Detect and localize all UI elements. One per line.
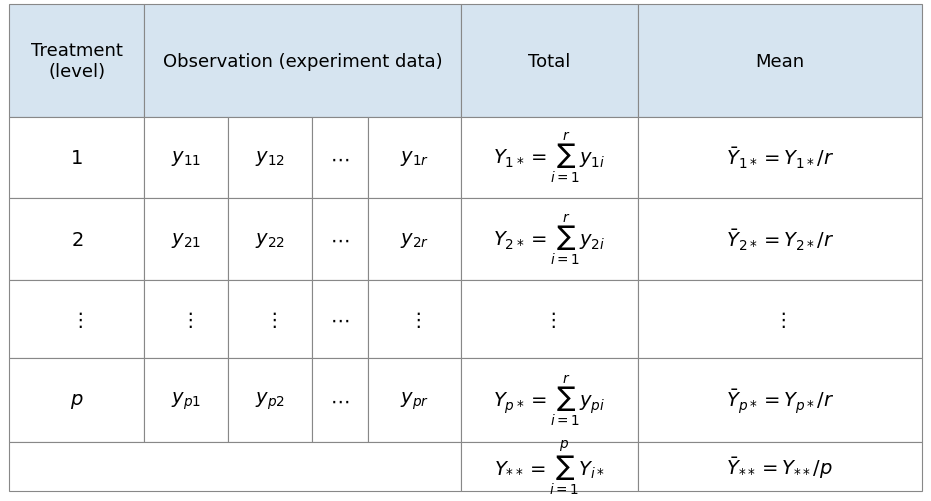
Text: $Y_{**}=\sum_{i=1}^{p}Y_{i*}$: $Y_{**}=\sum_{i=1}^{p}Y_{i*}$ <box>493 438 605 495</box>
Bar <box>368 199 461 280</box>
Text: $\vdots$: $\vdots$ <box>774 310 786 329</box>
Text: $\vdots$: $\vdots$ <box>263 310 277 329</box>
Bar <box>144 359 228 442</box>
Bar <box>228 280 312 359</box>
Bar <box>9 118 144 199</box>
Text: $Y_{2*}=\sum_{i=1}^{r}y_{2i}$: $Y_{2*}=\sum_{i=1}^{r}y_{2i}$ <box>493 212 605 267</box>
Text: $p$: $p$ <box>70 391 84 410</box>
Bar <box>368 359 461 442</box>
Text: $\vdots$: $\vdots$ <box>180 310 193 329</box>
Text: $\bar{Y}_{2*}=Y_{2*}/r$: $\bar{Y}_{2*}=Y_{2*}/r$ <box>725 227 834 252</box>
Text: $y_{2r}$: $y_{2r}$ <box>399 230 429 249</box>
Bar <box>638 359 922 442</box>
Bar <box>228 199 312 280</box>
Bar <box>144 199 228 280</box>
Bar <box>9 442 461 491</box>
Text: $y_{1r}$: $y_{1r}$ <box>399 149 429 168</box>
Text: $y_{12}$: $y_{12}$ <box>255 149 285 168</box>
Text: $\cdots$: $\cdots$ <box>331 310 349 329</box>
Text: $\vdots$: $\vdots$ <box>71 310 83 329</box>
Text: Total: Total <box>528 53 571 71</box>
Text: $\cdots$: $\cdots$ <box>331 149 349 168</box>
Text: $\vdots$: $\vdots$ <box>408 310 421 329</box>
Bar <box>312 280 368 359</box>
Bar <box>9 359 144 442</box>
Bar <box>312 118 368 199</box>
Bar <box>144 280 228 359</box>
Bar <box>461 442 638 491</box>
Text: Treatment
(level): Treatment (level) <box>31 42 123 81</box>
Bar <box>312 359 368 442</box>
Text: $\cdots$: $\cdots$ <box>331 230 349 249</box>
Bar <box>638 280 922 359</box>
Bar <box>368 118 461 199</box>
Bar <box>368 280 461 359</box>
Bar <box>9 199 144 280</box>
Text: $y_{22}$: $y_{22}$ <box>255 230 285 249</box>
Bar <box>461 118 638 199</box>
Bar <box>638 442 922 491</box>
Bar <box>9 5 144 118</box>
Text: $y_{pr}$: $y_{pr}$ <box>399 390 429 411</box>
Bar <box>638 118 922 199</box>
Text: $\bar{Y}_{p*}=Y_{p*}/r$: $\bar{Y}_{p*}=Y_{p*}/r$ <box>725 386 834 415</box>
Bar <box>461 5 638 118</box>
Text: Observation (experiment data): Observation (experiment data) <box>163 53 442 71</box>
Text: $\cdots$: $\cdots$ <box>331 391 349 410</box>
Text: Mean: Mean <box>755 53 804 71</box>
Text: $1$: $1$ <box>71 149 83 168</box>
Bar <box>638 5 922 118</box>
Text: $y_{p1}$: $y_{p1}$ <box>171 390 201 411</box>
Bar <box>461 199 638 280</box>
Text: $2$: $2$ <box>71 230 83 249</box>
Bar <box>144 118 228 199</box>
Text: $Y_{1*}=\sum_{i=1}^{r}y_{1i}$: $Y_{1*}=\sum_{i=1}^{r}y_{1i}$ <box>493 131 605 186</box>
Text: $y_{21}$: $y_{21}$ <box>171 230 201 249</box>
Bar <box>9 280 144 359</box>
Bar <box>312 199 368 280</box>
Text: $Y_{p*}=\sum_{i=1}^{r}y_{pi}$: $Y_{p*}=\sum_{i=1}^{r}y_{pi}$ <box>493 373 605 428</box>
Bar <box>461 280 638 359</box>
Text: $y_{p2}$: $y_{p2}$ <box>255 390 285 411</box>
Text: $\vdots$: $\vdots$ <box>543 310 556 329</box>
Bar <box>461 359 638 442</box>
Bar <box>228 359 312 442</box>
Bar <box>638 199 922 280</box>
Bar <box>144 5 461 118</box>
Bar <box>228 118 312 199</box>
Text: $\bar{Y}_{1*}=Y_{1*}/r$: $\bar{Y}_{1*}=Y_{1*}/r$ <box>725 146 834 171</box>
Text: $y_{11}$: $y_{11}$ <box>171 149 201 168</box>
Text: $\bar{Y}_{**}=Y_{**}/p$: $\bar{Y}_{**}=Y_{**}/p$ <box>726 454 833 480</box>
